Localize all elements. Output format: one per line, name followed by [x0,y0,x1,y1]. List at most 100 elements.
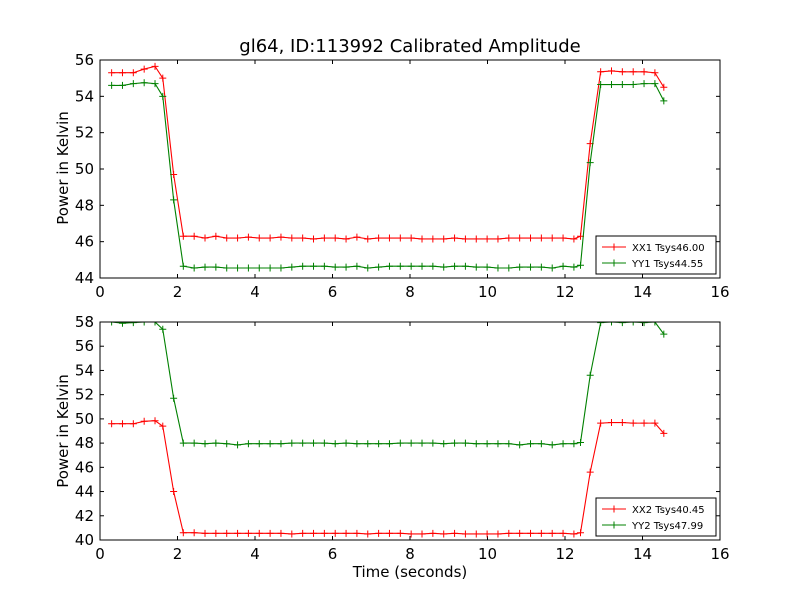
top-series-1-marker [640,68,648,76]
top-series-1-marker [440,235,448,243]
bottom-series-2-marker [266,440,274,448]
bottom-series-2-marker [494,440,502,448]
bottom-series-1-marker [516,529,524,537]
bottom-series-1-marker [288,530,296,538]
bottom-y-tick-label: 54 [75,361,94,379]
bottom-series-1-marker [483,530,491,538]
bottom-series-1-marker [170,488,178,496]
bottom-series-1-marker [385,529,393,537]
top-series-2-marker [170,196,178,204]
top-series-1-marker [364,235,372,243]
bottom-series-2-marker [244,440,252,448]
bottom-series-2-marker [608,322,615,326]
bottom-series-1-marker [597,419,605,427]
bottom-series-1-marker [364,530,372,538]
top-series-2-marker [255,264,263,272]
top-series-2-marker [140,79,148,87]
bottom-series-2-marker [472,440,480,448]
bottom-x-tick-label: 14 [633,545,652,563]
top-series-1-marker [559,234,567,242]
bottom-x-tick-label: 10 [478,545,497,563]
bottom-series-1-marker [548,529,556,537]
bottom-series-2-marker [570,440,578,448]
bottom-series-2-marker [320,439,328,447]
bottom-series-2-marker [660,330,668,338]
bottom-series-1-marker [159,422,167,430]
top-series-1-marker [608,67,615,75]
bottom-series-2-marker [331,440,339,448]
top-legend: XX1 Tsys46.00 YY1 Tsys44.55 [595,235,717,275]
bottom-x-tick-label: 8 [405,545,415,563]
top-legend-marker [610,259,618,267]
bottom-series-2-marker [234,441,242,449]
top-series-1-marker [494,235,502,243]
top-series-1-marker [179,232,187,240]
bottom-legend-label: XX2 Tsys40.45 [632,505,705,516]
bottom-plot-frame [99,321,721,541]
top-series-1-marker [223,234,231,242]
top-series-2-marker [201,263,209,271]
bottom-series-1-marker [108,420,116,428]
bottom-series-2-marker [129,322,137,327]
top-series-1-marker [527,234,535,242]
top-y-tick-label: 50 [75,160,94,178]
bottom-series-2-marker [151,322,159,326]
top-series-2-marker [608,81,615,89]
top-series-2-marker [570,263,578,271]
bottom-series-2-marker [505,440,513,448]
bottom-series-1-marker [140,417,148,425]
top-series-1-marker [451,234,459,242]
top-series-2-marker [407,262,415,270]
top-series-2-marker [385,262,393,270]
bottom-y-tick-label: 44 [75,483,94,501]
top-series-2-marker [118,81,126,89]
bottom-series-1-marker [527,529,535,537]
top-series-1-marker [396,234,404,242]
top-series-2-marker [299,262,307,270]
top-series-2-marker [429,262,437,270]
bottom-series-1-marker [651,419,659,427]
bottom-series-2-marker [140,322,148,326]
top-series-2-marker [559,262,567,270]
top-series-1-marker [660,83,668,91]
x-axis-label: Time (seconds) [352,563,468,581]
bottom-x-tick-label: 0 [95,545,105,563]
bottom-series-2-marker [212,439,220,447]
bottom-legend-label: YY2 Tsys47.99 [631,521,703,532]
top-series-2-marker [179,262,187,270]
bottom-series-layer [108,322,668,538]
bottom-y-tick-label: 42 [75,507,94,525]
bottom-series-2-marker [353,440,361,448]
top-legend-label: YY1 Tsys44.55 [631,259,703,270]
top-y-tick-label: 54 [75,87,94,105]
bottom-series-1-marker [559,529,567,537]
bottom-series-1-marker [375,529,383,537]
top-series-2-marker [516,263,524,271]
bottom-series-2-marker [342,439,350,447]
bottom-series-1-marker [505,529,513,537]
top-series-1-marker [310,235,318,243]
bottom-series-1-marker [461,530,469,538]
top-series-1-marker [212,232,220,240]
top-series-2-marker [651,80,659,88]
top-series-1-marker [483,235,491,243]
top-series-1-marker [299,234,307,242]
bottom-series-1-marker [234,529,242,537]
bottom-series-2-marker [577,439,584,447]
top-series-1-marker [342,235,350,243]
top-series-2-marker [577,261,584,269]
bottom-series-2-marker [559,440,567,448]
bottom-series-1-marker [629,419,637,427]
bottom-series-2-marker [108,322,116,326]
top-series-1-marker [548,234,556,242]
bottom-series-1-marker [310,529,318,537]
top-series-2-marker [320,262,328,270]
top-x-tick-label: 6 [328,283,338,301]
top-legend-label: XX1 Tsys46.00 [632,243,705,254]
bottom-y-tick-label: 50 [75,410,94,428]
bottom-series-1-marker [223,529,231,537]
top-series-1-marker [331,234,339,242]
